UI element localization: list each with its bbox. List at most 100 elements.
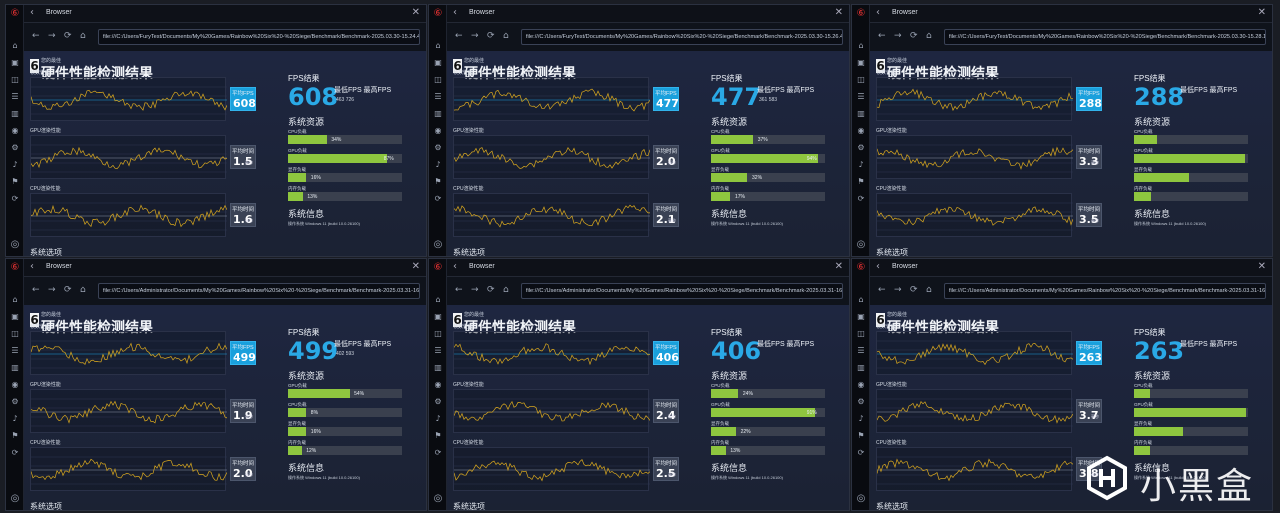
back-arrow-icon[interactable]: ‹ (876, 7, 880, 18)
ubisoft-connect-icon[interactable]: ◎ (433, 493, 443, 504)
back-arrow-icon[interactable]: ‹ (453, 261, 457, 272)
nav-forward-icon[interactable]: → (48, 285, 56, 295)
ubisoft-connect-icon[interactable]: ◎ (433, 239, 443, 250)
reload-icon[interactable]: ⟳ (487, 31, 495, 41)
address-bar[interactable]: file:///C:/Users/FuryTest/Documents/My%2… (944, 29, 1266, 45)
close-icon[interactable]: ✕ (834, 261, 843, 272)
flag-icon[interactable]: ⚑ (857, 431, 865, 440)
address-bar[interactable]: file:///C:/Users/Administrator/Documents… (944, 283, 1266, 299)
nav-back-icon[interactable]: ← (32, 31, 40, 41)
address-bar[interactable]: file:///C:/Users/Administrator/Documents… (521, 283, 843, 299)
ubisoft-icon[interactable]: ◉ (11, 126, 19, 135)
menu-icon[interactable]: ☰ (857, 92, 865, 101)
audio-icon[interactable]: ♪ (435, 160, 441, 169)
stats-icon[interactable]: ▥ (11, 363, 19, 372)
back-arrow-icon[interactable]: ‹ (30, 261, 34, 272)
address-bar[interactable]: file:///C:/Users/FuryTest/Documents/My%2… (521, 29, 843, 45)
close-icon[interactable]: ✕ (1257, 261, 1266, 272)
audio-icon[interactable]: ♪ (858, 160, 864, 169)
library-icon[interactable]: ▣ (434, 312, 442, 321)
settings-icon[interactable]: ⚙ (11, 397, 19, 406)
store-icon[interactable]: ◫ (11, 75, 19, 84)
nav-forward-icon[interactable]: → (894, 31, 902, 41)
library-icon[interactable]: ▣ (11, 58, 19, 67)
flag-icon[interactable]: ⚑ (857, 177, 865, 186)
menu-icon[interactable]: ☰ (11, 346, 19, 355)
home-icon[interactable]: ⌂ (926, 285, 932, 295)
settings-icon[interactable]: ⚙ (434, 397, 442, 406)
back-arrow-icon[interactable]: ‹ (30, 7, 34, 18)
stats-icon[interactable]: ▥ (857, 363, 865, 372)
settings-icon[interactable]: ⚙ (857, 143, 865, 152)
store-icon[interactable]: ◫ (857, 329, 865, 338)
home-icon[interactable]: ⌂ (435, 295, 441, 304)
library-icon[interactable]: ▣ (857, 58, 865, 67)
ubisoft-icon[interactable]: ◉ (857, 380, 865, 389)
reload-icon[interactable]: ⟳ (910, 285, 918, 295)
stats-icon[interactable]: ▥ (434, 109, 442, 118)
address-bar[interactable]: file:///C:/Users/Administrator/Documents… (98, 283, 420, 299)
ubisoft-connect-icon[interactable]: ◎ (856, 493, 866, 504)
reload-icon[interactable]: ⟳ (64, 285, 72, 295)
close-icon[interactable]: ✕ (834, 7, 843, 18)
home-icon[interactable]: ⌂ (858, 41, 864, 50)
audio-icon[interactable]: ♪ (435, 414, 441, 423)
home-icon[interactable]: ⌂ (80, 31, 86, 41)
close-icon[interactable]: ✕ (411, 7, 420, 18)
library-icon[interactable]: ▣ (434, 58, 442, 67)
audio-icon[interactable]: ♪ (12, 160, 18, 169)
ubisoft-icon[interactable]: ◉ (434, 380, 442, 389)
menu-icon[interactable]: ☰ (11, 92, 19, 101)
home-icon[interactable]: ⌂ (926, 31, 932, 41)
store-icon[interactable]: ◫ (11, 329, 19, 338)
ubisoft-icon[interactable]: ◉ (434, 126, 442, 135)
nav-back-icon[interactable]: ← (455, 31, 463, 41)
nav-forward-icon[interactable]: → (471, 31, 479, 41)
nav-back-icon[interactable]: ← (878, 285, 886, 295)
audio-icon[interactable]: ♪ (858, 414, 864, 423)
stats-icon[interactable]: ▥ (857, 109, 865, 118)
home-icon[interactable]: ⌂ (858, 295, 864, 304)
refresh-icon[interactable]: ⟳ (434, 194, 442, 203)
settings-icon[interactable]: ⚙ (857, 397, 865, 406)
refresh-icon[interactable]: ⟳ (11, 448, 19, 457)
nav-back-icon[interactable]: ← (455, 285, 463, 295)
back-arrow-icon[interactable]: ‹ (876, 261, 880, 272)
library-icon[interactable]: ▣ (11, 312, 19, 321)
refresh-icon[interactable]: ⟳ (434, 448, 442, 457)
reload-icon[interactable]: ⟳ (487, 285, 495, 295)
ubisoft-connect-icon[interactable]: ◎ (856, 239, 866, 250)
flag-icon[interactable]: ⚑ (11, 431, 19, 440)
menu-icon[interactable]: ☰ (857, 346, 865, 355)
menu-icon[interactable]: ☰ (434, 346, 442, 355)
menu-icon[interactable]: ☰ (434, 92, 442, 101)
store-icon[interactable]: ◫ (434, 75, 442, 84)
home-icon[interactable]: ⌂ (503, 31, 509, 41)
nav-back-icon[interactable]: ← (878, 31, 886, 41)
nav-back-icon[interactable]: ← (32, 285, 40, 295)
flag-icon[interactable]: ⚑ (434, 431, 442, 440)
reload-icon[interactable]: ⟳ (64, 31, 72, 41)
ubisoft-connect-icon[interactable]: ◎ (10, 493, 20, 504)
ubisoft-icon[interactable]: ◉ (857, 126, 865, 135)
close-icon[interactable]: ✕ (1257, 7, 1266, 18)
address-bar[interactable]: file:///C:/Users/FuryTest/Documents/My%2… (98, 29, 420, 45)
stats-icon[interactable]: ▥ (434, 363, 442, 372)
home-icon[interactable]: ⌂ (12, 295, 18, 304)
close-icon[interactable]: ✕ (411, 261, 420, 272)
stats-icon[interactable]: ▥ (11, 109, 19, 118)
flag-icon[interactable]: ⚑ (11, 177, 19, 186)
refresh-icon[interactable]: ⟳ (857, 194, 865, 203)
nav-forward-icon[interactable]: → (48, 31, 56, 41)
home-icon[interactable]: ⌂ (12, 41, 18, 50)
nav-forward-icon[interactable]: → (471, 285, 479, 295)
settings-icon[interactable]: ⚙ (434, 143, 442, 152)
back-arrow-icon[interactable]: ‹ (453, 7, 457, 18)
audio-icon[interactable]: ♪ (12, 414, 18, 423)
ubisoft-connect-icon[interactable]: ◎ (10, 239, 20, 250)
reload-icon[interactable]: ⟳ (910, 31, 918, 41)
nav-forward-icon[interactable]: → (894, 285, 902, 295)
store-icon[interactable]: ◫ (434, 329, 442, 338)
home-icon[interactable]: ⌂ (80, 285, 86, 295)
ubisoft-icon[interactable]: ◉ (11, 380, 19, 389)
